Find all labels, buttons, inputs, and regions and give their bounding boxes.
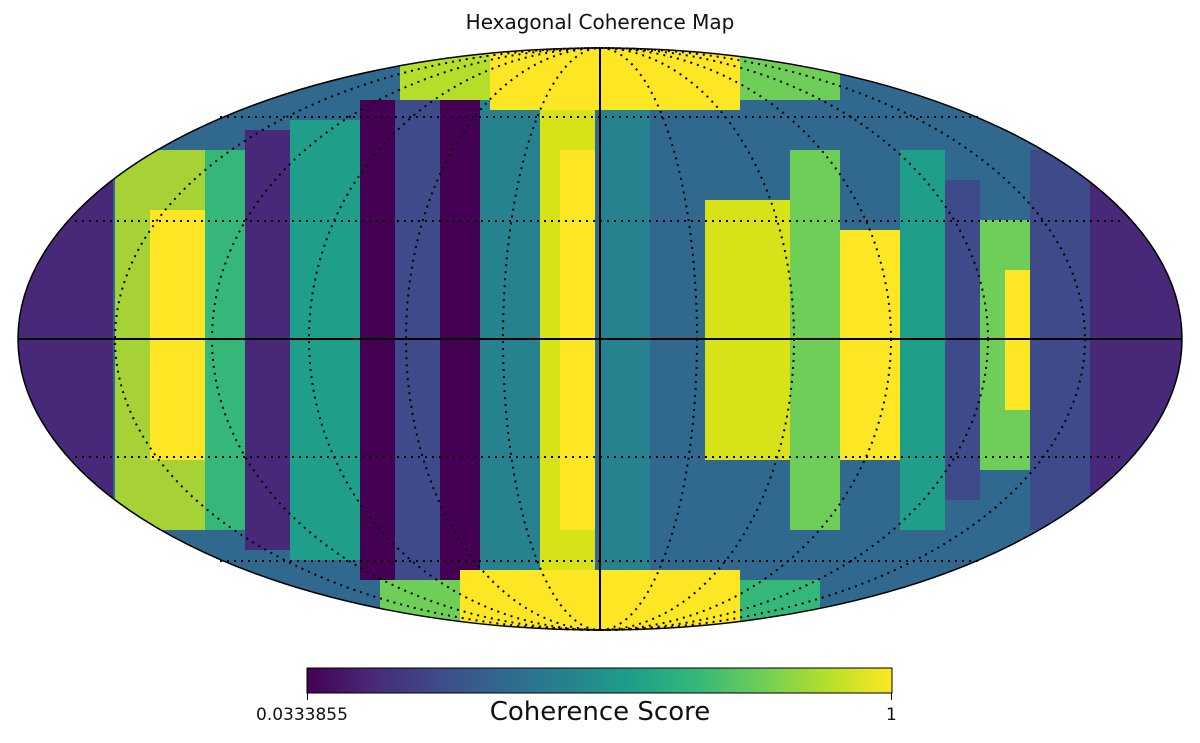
polar-fringe [380, 580, 460, 630]
polar-fringe [740, 580, 820, 630]
map-outline [17, 47, 1183, 631]
band-yellow [150, 210, 205, 460]
colorbar-title: Coherence Score [489, 697, 711, 727]
principal-axes [18, 48, 1182, 630]
polar-fringe [400, 48, 490, 100]
band-yellow [705, 200, 790, 460]
polar-cap-north [490, 48, 740, 110]
band-yellow [840, 230, 900, 460]
colorbar-gradient [306, 667, 893, 694]
colorbar-max-label: 1 [886, 705, 897, 725]
colorbar [306, 667, 893, 700]
colorbar-min-label: 0.0333855 [256, 705, 348, 725]
map-title: Hexagonal Coherence Map [465, 10, 735, 34]
